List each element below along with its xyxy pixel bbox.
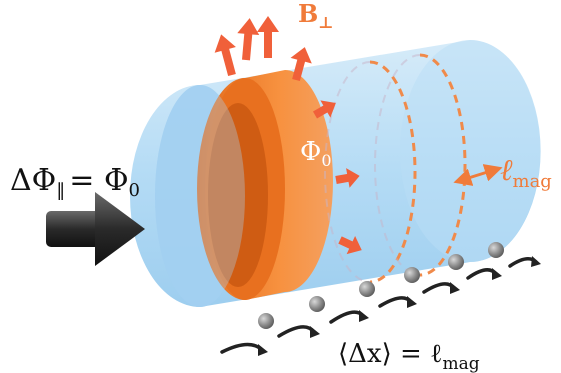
lmag-arrow	[453, 164, 503, 186]
lmag-label: ℓmag	[500, 153, 552, 192]
flux-band	[155, 70, 333, 307]
flux-cone-arrow	[46, 192, 145, 266]
b-perp-label: B⊥	[298, 0, 334, 32]
flux-parallel-label: ΔΦ‖ = Φ0	[10, 163, 140, 201]
particles	[258, 242, 504, 329]
hop-arrowheads	[258, 256, 541, 356]
displacement-label: ⟨Δx⟩ = ℓmag	[338, 339, 480, 373]
phi0-label: Φ0	[300, 137, 332, 170]
b-perp-arrows	[214, 16, 362, 255]
